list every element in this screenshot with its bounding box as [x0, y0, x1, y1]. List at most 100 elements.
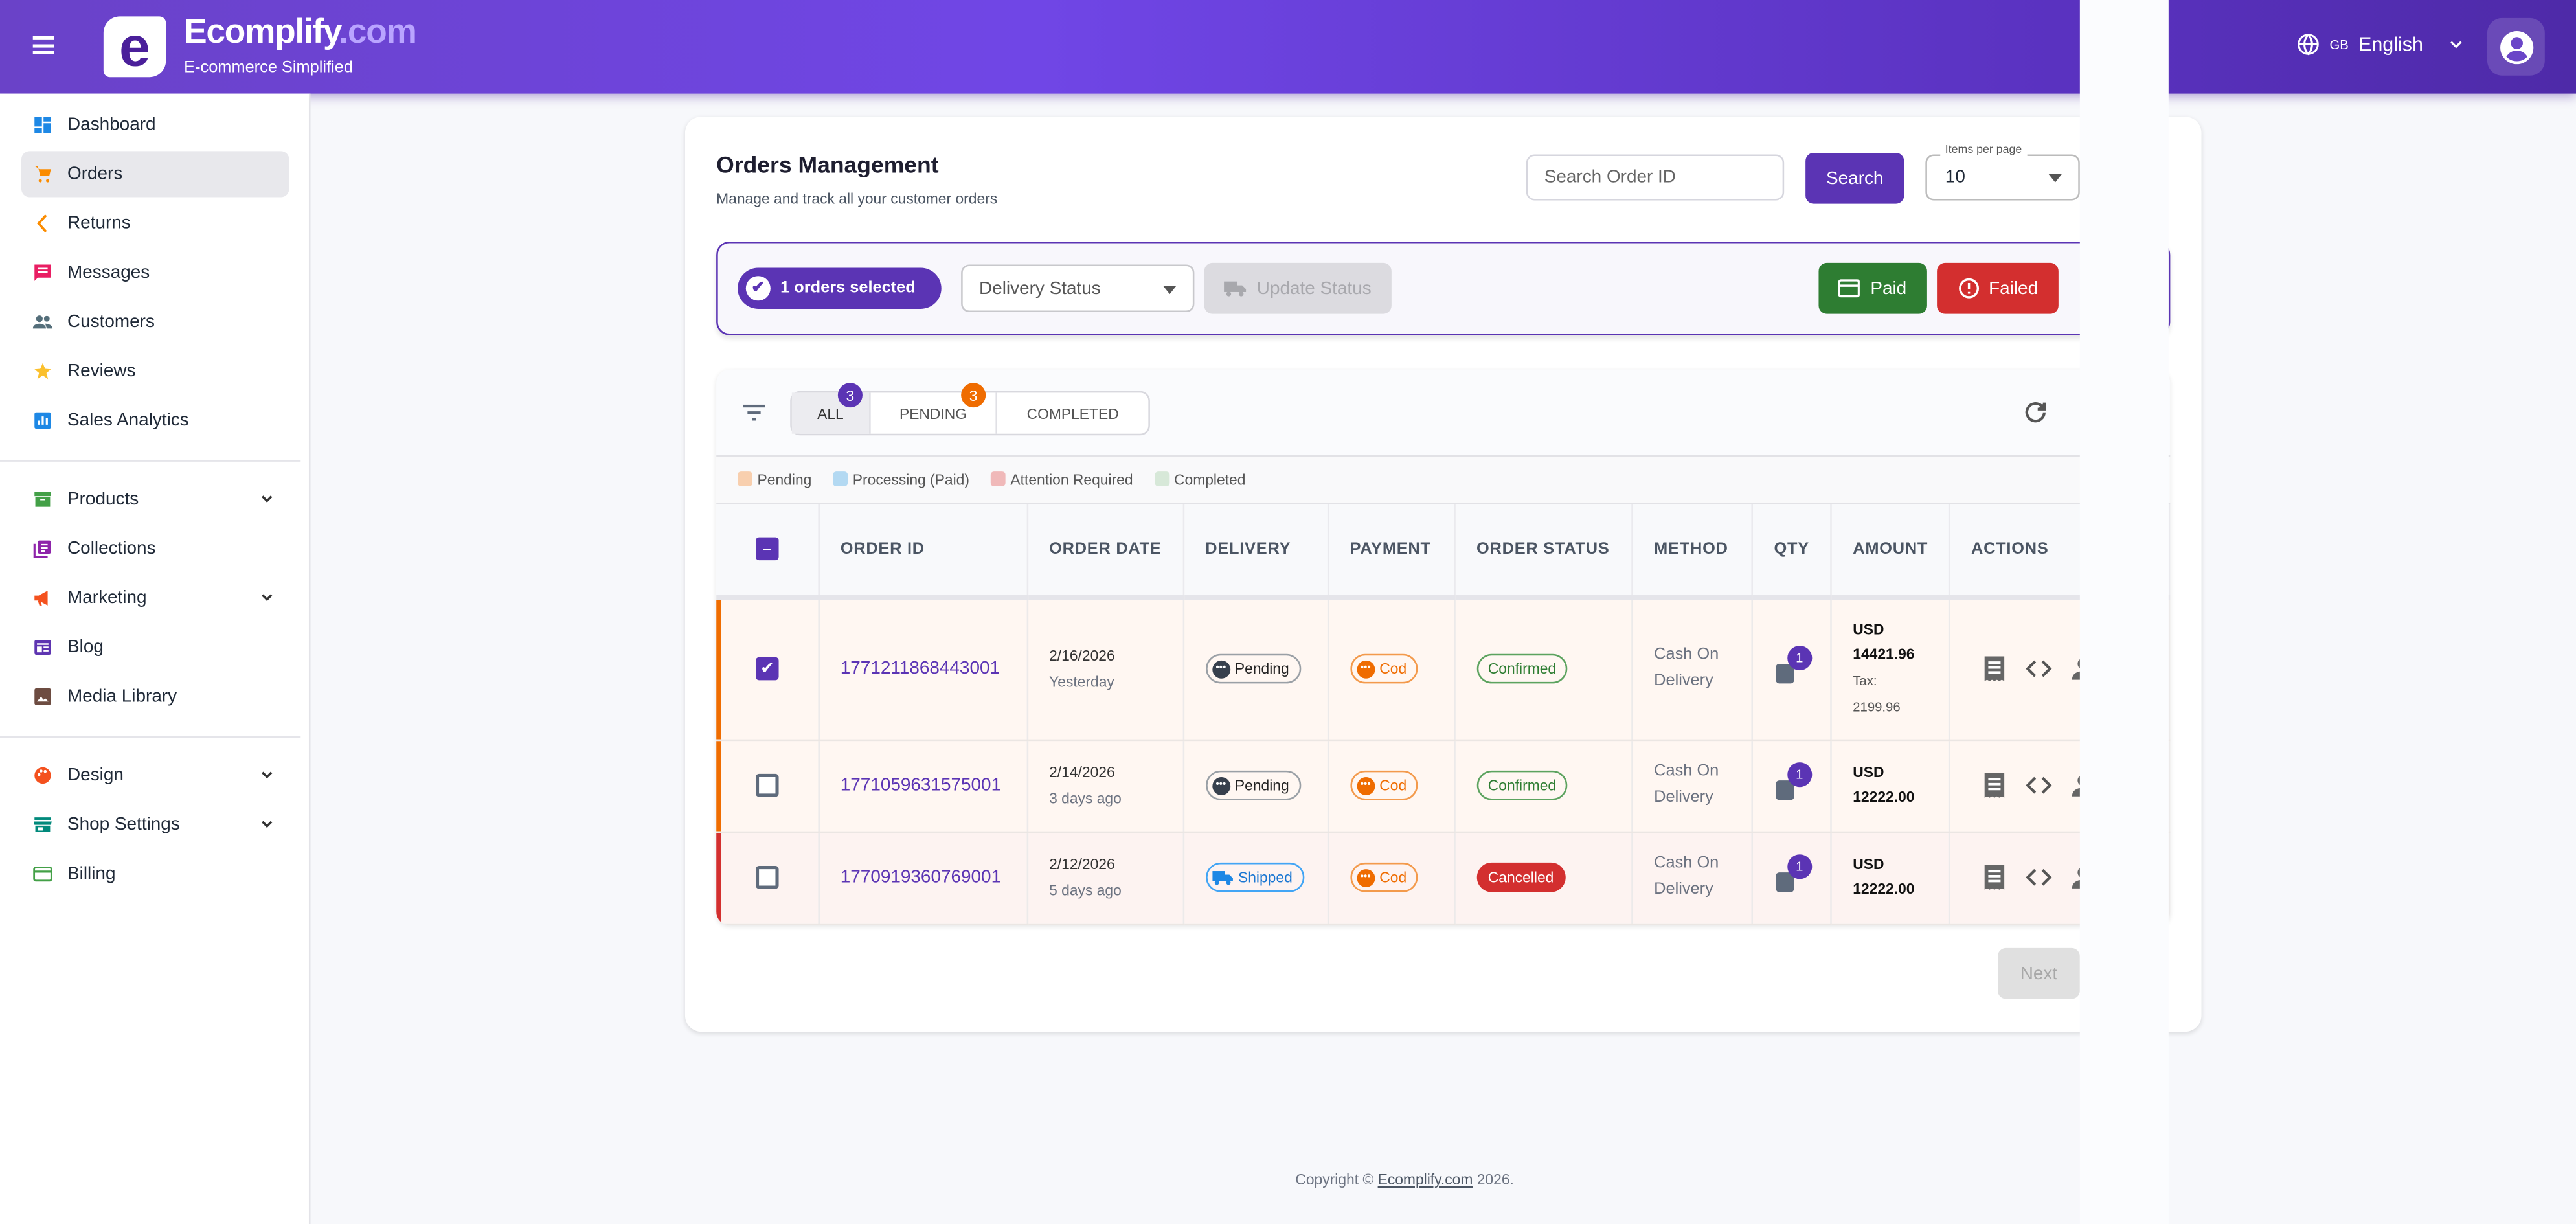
- legend-label: Pending: [757, 471, 812, 488]
- account-button[interactable]: [2487, 17, 2545, 76]
- quantity-badge: 1: [1775, 854, 1812, 892]
- table-row[interactable]: 1771059631575001 2/14/2026 3 days ago •••…: [716, 739, 2171, 832]
- next-page-button[interactable]: Next: [1997, 947, 2080, 999]
- quantity-count: 1: [1787, 854, 1812, 879]
- pending-icon: •••: [1212, 776, 1230, 795]
- sidebar-item-collections[interactable]: Collections: [21, 526, 289, 572]
- legend-label: Attention Required: [1010, 471, 1133, 488]
- table-row[interactable]: 1770919360769001 2/12/2026 5 days ago Shi…: [716, 831, 2171, 925]
- pending-icon: •••: [1212, 659, 1230, 678]
- delivery-status-label: Pending: [1234, 777, 1289, 794]
- filter-icon[interactable]: [741, 401, 767, 424]
- row-select-cell: [716, 831, 819, 925]
- chevron-down-icon: [2450, 41, 2462, 49]
- sidebar-item-marketing[interactable]: Marketing: [21, 575, 289, 621]
- sidebar-item-billing[interactable]: Billing: [21, 851, 289, 897]
- select-all-checkbox[interactable]: –: [756, 538, 779, 561]
- sidebar-item-label: Collections: [67, 539, 156, 559]
- tab-completed[interactable]: COMPLETED: [997, 392, 1148, 433]
- items-per-page-label: Items per page: [1940, 144, 2027, 157]
- order-id-link[interactable]: 1771059631575001: [840, 775, 1002, 795]
- status-legend: Pending Processing (Paid) Attention Requir…: [716, 455, 2171, 504]
- megaphone-icon: [33, 588, 52, 607]
- update-status-button[interactable]: Update Status: [1204, 262, 1392, 314]
- failed-label: Failed: [1989, 278, 2039, 299]
- box-icon: [1775, 872, 1794, 892]
- mark-failed-button[interactable]: Failed: [1937, 262, 2059, 314]
- column-header: ORDER STATUS: [1454, 504, 1633, 599]
- column-header: METHOD: [1631, 504, 1753, 599]
- delivery-status-chip: ••• Pending: [1205, 653, 1301, 684]
- sidebar-divider: [0, 736, 301, 738]
- invoice-icon[interactable]: [1980, 771, 2009, 800]
- row-checkbox[interactable]: [756, 865, 779, 889]
- sidebar-item-label: Reviews: [67, 361, 136, 381]
- code-icon[interactable]: [2024, 863, 2053, 892]
- sidebar-item-label: Blog: [67, 637, 104, 657]
- column-header: PAYMENT: [1328, 504, 1456, 599]
- chevron-left-icon: [33, 214, 52, 233]
- sidebar-item-orders[interactable]: Orders: [21, 151, 289, 198]
- sidebar-item-label: Orders: [67, 164, 123, 185]
- footer-link[interactable]: Ecomplify.com: [1377, 1171, 1473, 1188]
- order-date: 2/16/2026: [1049, 647, 1115, 664]
- invoice-icon[interactable]: [1980, 654, 2009, 684]
- chevron-down-icon: [262, 771, 273, 779]
- column-header: AMOUNT: [1831, 504, 1950, 599]
- legend-item: Completed: [1154, 471, 1245, 488]
- amount-value: 14421.96: [1853, 646, 1915, 663]
- tab-pending[interactable]: PENDING 3: [871, 383, 997, 434]
- language-label: English: [2358, 32, 2423, 56]
- top-bar: e Ecomplify.com E-commerce Simplified GB…: [0, 0, 2576, 94]
- language-selector[interactable]: GB English: [2297, 33, 2466, 56]
- row-checkbox[interactable]: ✔: [756, 657, 779, 681]
- sidebar-item-messages[interactable]: Messages: [21, 250, 289, 296]
- sidebar-item-dashboard[interactable]: Dashboard: [21, 102, 289, 148]
- order-status-chip: Cancelled: [1476, 862, 1566, 892]
- sidebar-item-returns[interactable]: Returns: [21, 201, 289, 247]
- chevron-down-icon: [262, 594, 273, 602]
- row-checkbox[interactable]: [756, 773, 779, 797]
- tab-all[interactable]: ALL 3: [791, 383, 871, 434]
- refresh-icon[interactable]: [2022, 399, 2049, 425]
- order-date-relative: 5 days ago: [1049, 882, 1122, 899]
- sidebar-item-sales-analytics[interactable]: Sales Analytics: [21, 398, 289, 444]
- legend-swatch: [738, 471, 752, 486]
- menu-icon[interactable]: [32, 36, 54, 54]
- select-all-header: –: [716, 504, 819, 599]
- invoice-icon[interactable]: [1980, 863, 2009, 892]
- order-date: 2/14/2026: [1049, 764, 1115, 781]
- credit-card-icon: [1839, 279, 1861, 298]
- sidebar-item-blog[interactable]: Blog: [21, 624, 289, 670]
- legend-item: Pending: [738, 471, 811, 488]
- search-button[interactable]: Search: [1805, 152, 1904, 204]
- search-order-input[interactable]: [1526, 154, 1785, 201]
- page-subtitle: Manage and track all your customer order…: [716, 190, 998, 207]
- items-per-page-select[interactable]: Items per page 10: [1925, 144, 2080, 201]
- sidebar-item-media-library[interactable]: Media Library: [21, 674, 289, 720]
- check-circle-icon: ✔: [745, 276, 771, 301]
- status-tabs: ALL 3 PENDING 3 COMPLETED: [790, 383, 1150, 436]
- brand-name: Ecomplify.com: [184, 13, 417, 51]
- logo[interactable]: e: [103, 16, 166, 78]
- code-icon[interactable]: [2024, 654, 2053, 684]
- order-id-link[interactable]: 1771211868443001: [840, 659, 1000, 679]
- mark-paid-button[interactable]: Paid: [1818, 262, 1927, 314]
- sidebar-item-reviews[interactable]: Reviews: [21, 348, 289, 394]
- quantity-count: 1: [1787, 762, 1812, 788]
- sidebar-item-shop-settings[interactable]: Shop Settings: [21, 802, 289, 848]
- payment-status-label: Cod: [1379, 869, 1407, 886]
- payment-method: Cash On Delivery: [1631, 596, 1753, 740]
- table-row[interactable]: ✔ 1771211868443001 2/16/2026 Yesterday ••…: [716, 596, 2171, 740]
- sidebar-item-design[interactable]: Design: [21, 753, 289, 799]
- globe-icon: [2298, 34, 2319, 56]
- sidebar-item-products[interactable]: Products: [21, 477, 289, 523]
- amount-currency: USD: [1853, 620, 1884, 638]
- order-id-link[interactable]: 1770919360769001: [840, 867, 1002, 887]
- legend-label: Processing (Paid): [852, 471, 969, 488]
- delivery-status-select[interactable]: Delivery Status: [961, 264, 1195, 313]
- chevron-down-icon: [262, 495, 273, 503]
- sidebar-item-customers[interactable]: Customers: [21, 299, 289, 345]
- credit-card-icon: [33, 864, 52, 883]
- code-icon[interactable]: [2024, 771, 2053, 800]
